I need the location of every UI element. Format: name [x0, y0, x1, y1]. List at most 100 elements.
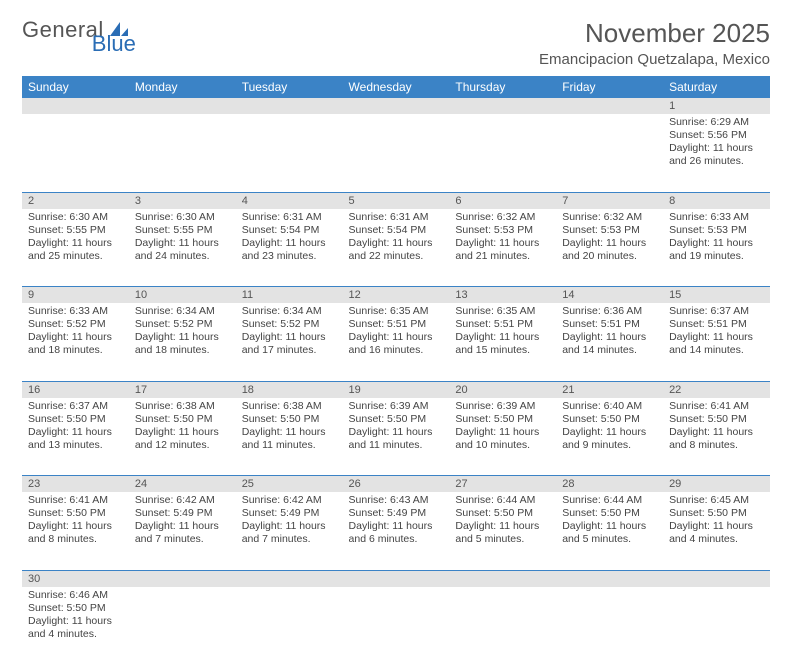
sunset-text: Sunset: 5:56 PM: [669, 129, 764, 142]
weekday-header: Tuesday: [236, 76, 343, 98]
sunrise-text: Sunrise: 6:31 AM: [242, 211, 337, 224]
sunrise-text: Sunrise: 6:38 AM: [135, 400, 230, 413]
day-cell: Sunrise: 6:39 AMSunset: 5:50 PMDaylight:…: [343, 398, 450, 476]
day-number-cell: [343, 570, 450, 587]
day-number-cell: 13: [449, 287, 556, 304]
day-cell: [343, 587, 450, 665]
daylight-text: Daylight: 11 hours and 14 minutes.: [669, 331, 764, 357]
day-cell: Sunrise: 6:29 AMSunset: 5:56 PMDaylight:…: [663, 114, 770, 192]
location: Emancipacion Quetzalapa, Mexico: [539, 51, 770, 68]
day-cell: [236, 587, 343, 665]
sunset-text: Sunset: 5:51 PM: [562, 318, 657, 331]
sunset-text: Sunset: 5:51 PM: [669, 318, 764, 331]
daylight-text: Daylight: 11 hours and 24 minutes.: [135, 237, 230, 263]
daylight-text: Daylight: 11 hours and 8 minutes.: [28, 520, 123, 546]
day-cell: [556, 587, 663, 665]
daynum-row: 30: [22, 570, 770, 587]
day-cell: Sunrise: 6:36 AMSunset: 5:51 PMDaylight:…: [556, 303, 663, 381]
day-cell-inner: Sunrise: 6:38 AMSunset: 5:50 PMDaylight:…: [129, 398, 236, 457]
day-number-cell: [22, 98, 129, 114]
week-row: Sunrise: 6:37 AMSunset: 5:50 PMDaylight:…: [22, 398, 770, 476]
day-number-cell: [556, 98, 663, 114]
sunrise-text: Sunrise: 6:44 AM: [455, 494, 550, 507]
day-number-cell: 26: [343, 476, 450, 493]
daylight-text: Daylight: 11 hours and 9 minutes.: [562, 426, 657, 452]
day-cell-inner: Sunrise: 6:42 AMSunset: 5:49 PMDaylight:…: [236, 492, 343, 551]
day-cell: Sunrise: 6:34 AMSunset: 5:52 PMDaylight:…: [236, 303, 343, 381]
sunrise-text: Sunrise: 6:42 AM: [135, 494, 230, 507]
daylight-text: Daylight: 11 hours and 13 minutes.: [28, 426, 123, 452]
daylight-text: Daylight: 11 hours and 15 minutes.: [455, 331, 550, 357]
sunrise-text: Sunrise: 6:35 AM: [455, 305, 550, 318]
sunrise-text: Sunrise: 6:42 AM: [242, 494, 337, 507]
daynum-row: 23242526272829: [22, 476, 770, 493]
day-cell: Sunrise: 6:40 AMSunset: 5:50 PMDaylight:…: [556, 398, 663, 476]
sunrise-text: Sunrise: 6:44 AM: [562, 494, 657, 507]
day-cell-inner: Sunrise: 6:30 AMSunset: 5:55 PMDaylight:…: [129, 209, 236, 268]
day-cell: Sunrise: 6:37 AMSunset: 5:51 PMDaylight:…: [663, 303, 770, 381]
sunset-text: Sunset: 5:50 PM: [669, 507, 764, 520]
daylight-text: Daylight: 11 hours and 18 minutes.: [28, 331, 123, 357]
daylight-text: Daylight: 11 hours and 10 minutes.: [455, 426, 550, 452]
day-cell: [129, 114, 236, 192]
sunrise-text: Sunrise: 6:41 AM: [669, 400, 764, 413]
day-cell: [343, 114, 450, 192]
day-cell-inner: Sunrise: 6:39 AMSunset: 5:50 PMDaylight:…: [449, 398, 556, 457]
day-cell-inner: Sunrise: 6:33 AMSunset: 5:52 PMDaylight:…: [22, 303, 129, 362]
day-cell: Sunrise: 6:35 AMSunset: 5:51 PMDaylight:…: [449, 303, 556, 381]
daylight-text: Daylight: 11 hours and 4 minutes.: [28, 615, 123, 641]
day-cell-inner: Sunrise: 6:35 AMSunset: 5:51 PMDaylight:…: [343, 303, 450, 362]
sunrise-text: Sunrise: 6:32 AM: [455, 211, 550, 224]
daylight-text: Daylight: 11 hours and 4 minutes.: [669, 520, 764, 546]
sunrise-text: Sunrise: 6:31 AM: [349, 211, 444, 224]
sunrise-text: Sunrise: 6:36 AM: [562, 305, 657, 318]
sunset-text: Sunset: 5:53 PM: [455, 224, 550, 237]
sunrise-text: Sunrise: 6:43 AM: [349, 494, 444, 507]
weekday-header: Saturday: [663, 76, 770, 98]
day-cell-inner: Sunrise: 6:44 AMSunset: 5:50 PMDaylight:…: [449, 492, 556, 551]
daynum-row: 9101112131415: [22, 287, 770, 304]
daylight-text: Daylight: 11 hours and 21 minutes.: [455, 237, 550, 263]
sunrise-text: Sunrise: 6:29 AM: [669, 116, 764, 129]
day-cell-inner: Sunrise: 6:32 AMSunset: 5:53 PMDaylight:…: [556, 209, 663, 268]
day-cell: Sunrise: 6:45 AMSunset: 5:50 PMDaylight:…: [663, 492, 770, 570]
day-number-cell: 19: [343, 381, 450, 398]
calendar-body: 1Sunrise: 6:29 AMSunset: 5:56 PMDaylight…: [22, 98, 770, 665]
sunrise-text: Sunrise: 6:38 AM: [242, 400, 337, 413]
sunset-text: Sunset: 5:55 PM: [135, 224, 230, 237]
sunset-text: Sunset: 5:50 PM: [28, 602, 123, 615]
sunset-text: Sunset: 5:50 PM: [455, 507, 550, 520]
logo-text-blue: Blue: [92, 32, 136, 55]
day-cell-inner: Sunrise: 6:43 AMSunset: 5:49 PMDaylight:…: [343, 492, 450, 551]
day-cell: Sunrise: 6:31 AMSunset: 5:54 PMDaylight:…: [343, 209, 450, 287]
day-number-cell: [556, 570, 663, 587]
day-number-cell: 1: [663, 98, 770, 114]
day-cell-inner: Sunrise: 6:33 AMSunset: 5:53 PMDaylight:…: [663, 209, 770, 268]
day-cell: Sunrise: 6:37 AMSunset: 5:50 PMDaylight:…: [22, 398, 129, 476]
daylight-text: Daylight: 11 hours and 17 minutes.: [242, 331, 337, 357]
sunrise-text: Sunrise: 6:37 AM: [28, 400, 123, 413]
day-number-cell: 5: [343, 192, 450, 209]
sunset-text: Sunset: 5:50 PM: [562, 413, 657, 426]
day-number-cell: [236, 98, 343, 114]
sunset-text: Sunset: 5:49 PM: [242, 507, 337, 520]
day-cell: [449, 587, 556, 665]
sunset-text: Sunset: 5:51 PM: [349, 318, 444, 331]
day-cell-inner: Sunrise: 6:34 AMSunset: 5:52 PMDaylight:…: [129, 303, 236, 362]
day-number-cell: 22: [663, 381, 770, 398]
daylight-text: Daylight: 11 hours and 12 minutes.: [135, 426, 230, 452]
day-cell: Sunrise: 6:33 AMSunset: 5:52 PMDaylight:…: [22, 303, 129, 381]
weekday-header-row: Sunday Monday Tuesday Wednesday Thursday…: [22, 76, 770, 98]
day-cell-inner: Sunrise: 6:31 AMSunset: 5:54 PMDaylight:…: [236, 209, 343, 268]
day-cell: [129, 587, 236, 665]
sunset-text: Sunset: 5:50 PM: [28, 507, 123, 520]
daylight-text: Daylight: 11 hours and 18 minutes.: [135, 331, 230, 357]
daylight-text: Daylight: 11 hours and 6 minutes.: [349, 520, 444, 546]
sunrise-text: Sunrise: 6:30 AM: [28, 211, 123, 224]
daylight-text: Daylight: 11 hours and 20 minutes.: [562, 237, 657, 263]
day-number-cell: 9: [22, 287, 129, 304]
daylight-text: Daylight: 11 hours and 23 minutes.: [242, 237, 337, 263]
day-cell: [449, 114, 556, 192]
sunset-text: Sunset: 5:50 PM: [349, 413, 444, 426]
day-cell-inner: Sunrise: 6:31 AMSunset: 5:54 PMDaylight:…: [343, 209, 450, 268]
